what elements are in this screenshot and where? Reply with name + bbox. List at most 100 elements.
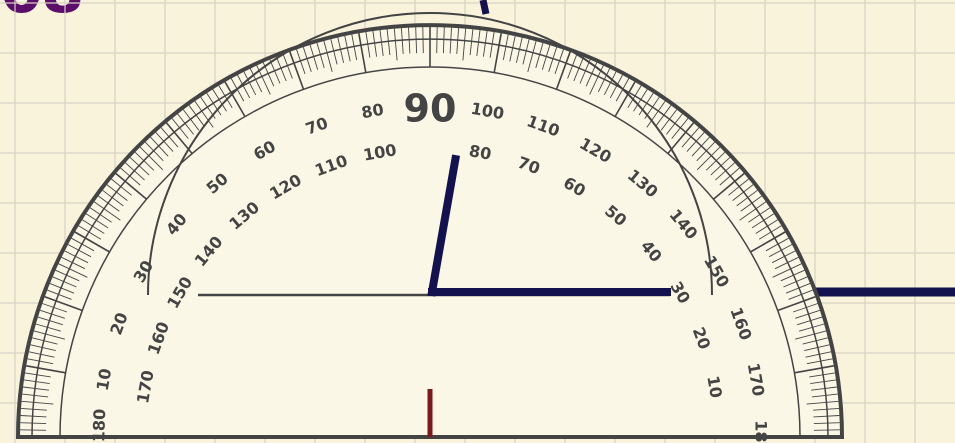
scale-tick <box>200 96 216 119</box>
scale-tick <box>750 231 786 253</box>
scale-tick <box>646 100 666 128</box>
scale-tick <box>795 309 821 319</box>
scale-tick <box>224 81 246 117</box>
scale-tick <box>206 92 222 116</box>
scale-tick <box>218 85 233 109</box>
scale-tick <box>24 372 51 378</box>
scale-tick <box>89 207 112 223</box>
scale-tick <box>644 96 660 119</box>
scale-tick <box>705 151 726 171</box>
scale-tick <box>476 30 481 56</box>
scale-tick <box>614 81 636 117</box>
scale-tick <box>182 109 200 131</box>
scale-tick <box>102 189 124 207</box>
scale-tick <box>20 407 47 411</box>
scale-tick <box>155 131 174 152</box>
scale-tick <box>422 27 424 54</box>
scale-tick <box>139 146 164 171</box>
scale-tick <box>806 358 833 365</box>
scale-tick <box>160 127 179 148</box>
scale-tick <box>177 113 194 135</box>
figure-number: 08 <box>0 0 84 27</box>
scale-tick <box>52 276 77 288</box>
scale-tick <box>696 141 716 162</box>
scale-tick <box>732 184 754 201</box>
scale-tick <box>120 167 141 186</box>
scale-tick <box>61 256 86 270</box>
scale-tick <box>262 62 275 87</box>
scale-tick <box>93 201 121 221</box>
scale-tick <box>98 195 120 212</box>
scale-tick <box>660 109 678 131</box>
scale-tick <box>330 39 338 65</box>
scale-tick <box>780 269 805 282</box>
scale-tick <box>469 29 474 56</box>
scale-tick <box>567 54 578 79</box>
scale-tick <box>541 44 551 70</box>
scale-tick <box>337 37 345 63</box>
scale-tick <box>67 244 92 258</box>
protractor-body <box>15 23 845 439</box>
center-scale-label: 90 <box>404 87 457 131</box>
outer-scale-label: 180 <box>752 420 771 443</box>
scale-tick <box>344 35 351 62</box>
scale-tick <box>597 68 611 93</box>
scale-tick <box>666 113 683 135</box>
scale-tick <box>794 330 827 340</box>
scale-tick <box>783 276 808 288</box>
scale-tick <box>20 415 47 418</box>
scale-tick <box>37 316 63 326</box>
scale-tick <box>792 303 818 313</box>
scale-tick <box>777 296 816 312</box>
scale-tick <box>39 309 65 319</box>
scale-tick <box>26 365 66 374</box>
outer-scale-label: 80 <box>360 100 385 123</box>
scale-tick <box>237 74 251 99</box>
scale-tick <box>573 56 585 82</box>
scale-tick <box>436 27 438 54</box>
scale-tick <box>49 282 75 294</box>
scale-tick <box>579 59 591 84</box>
scale-tick <box>774 256 799 270</box>
scale-tick <box>802 337 828 345</box>
scale-tick <box>671 118 689 139</box>
scale-tick <box>686 131 705 152</box>
scale-tick <box>78 225 102 240</box>
scale-tick <box>20 422 47 425</box>
scale-tick <box>289 51 305 90</box>
scale-tick <box>269 59 281 84</box>
angle-arm <box>427 154 461 297</box>
scale-tick <box>21 400 54 405</box>
scale-tick <box>691 136 710 157</box>
scale-tick <box>111 178 132 196</box>
scale-tick <box>124 162 145 181</box>
scale-tick <box>115 172 148 200</box>
scale-tick <box>42 303 68 313</box>
scale-tick <box>323 40 333 73</box>
scale-tick <box>393 28 398 61</box>
scale-tick <box>55 269 80 282</box>
scale-tick <box>33 330 66 340</box>
scale-tick <box>82 219 105 234</box>
scale-tick <box>282 54 293 79</box>
scale-tick <box>667 122 695 155</box>
scale-tick <box>655 105 672 127</box>
scale-tick <box>813 422 840 425</box>
scale-tick <box>728 178 749 196</box>
scale-tick <box>813 415 840 418</box>
outer-scale-label: 10 <box>93 367 116 392</box>
scale-tick <box>171 118 189 139</box>
scale-tick <box>811 393 838 398</box>
inner-scale-label: 10 <box>703 374 726 399</box>
scale-tick <box>482 30 488 57</box>
scale-tick <box>615 78 630 102</box>
scale-tick <box>150 136 169 157</box>
scale-tick <box>771 250 796 264</box>
scale-tick <box>502 34 509 61</box>
inner-scale-label: 80 <box>468 141 493 164</box>
scale-tick <box>372 30 378 57</box>
scale-tick <box>522 39 530 65</box>
scale-tick <box>736 189 758 207</box>
scale-tick <box>351 34 358 61</box>
